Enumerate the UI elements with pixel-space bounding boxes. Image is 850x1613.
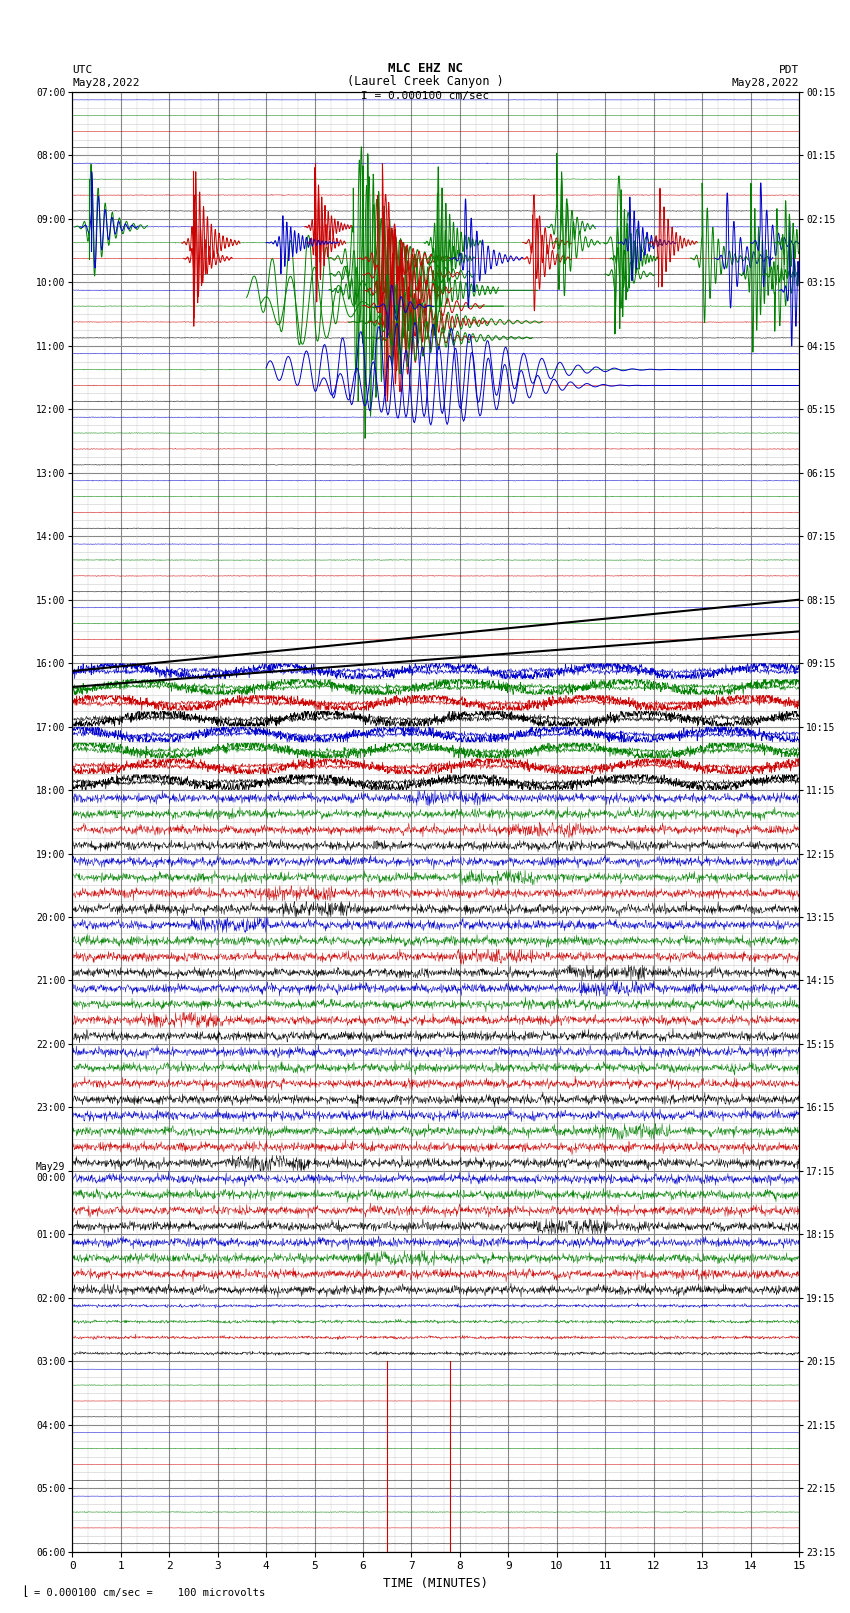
- Text: PDT: PDT: [779, 65, 799, 76]
- Text: UTC: UTC: [72, 65, 93, 76]
- Text: (Laurel Creek Canyon ): (Laurel Creek Canyon ): [347, 74, 503, 87]
- Text: May28,2022: May28,2022: [72, 77, 139, 87]
- X-axis label: TIME (MINUTES): TIME (MINUTES): [383, 1578, 488, 1590]
- Text: I = 0.000100 cm/sec: I = 0.000100 cm/sec: [361, 90, 489, 100]
- Text: MLC EHZ NC: MLC EHZ NC: [388, 61, 462, 76]
- Text: = 0.000100 cm/sec =    100 microvolts: = 0.000100 cm/sec = 100 microvolts: [34, 1589, 265, 1598]
- Text: May28,2022: May28,2022: [732, 77, 799, 87]
- Text: ⌊: ⌊: [21, 1586, 29, 1598]
